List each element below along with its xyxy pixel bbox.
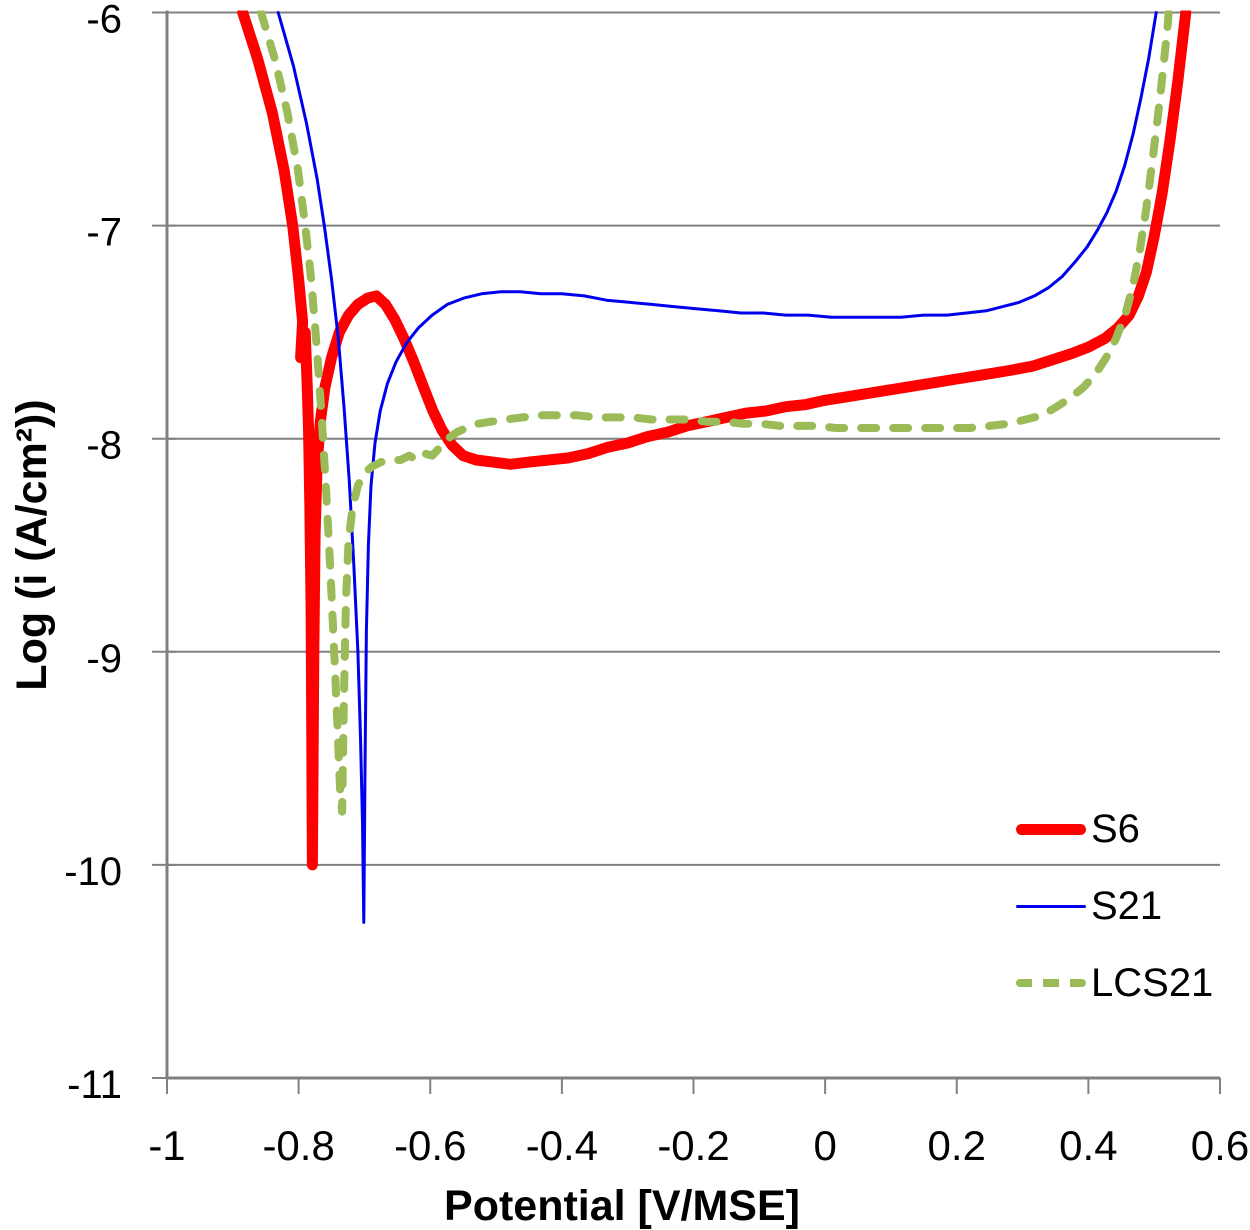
series-line-lcs21 xyxy=(257,10,1173,816)
series-line-s6 xyxy=(237,10,1192,871)
x-tick-label: 0.6 xyxy=(1191,1122,1249,1169)
x-tick-label: -0.2 xyxy=(657,1122,729,1169)
y-tick-label: -11 xyxy=(67,1063,122,1107)
x-tick-label: -1 xyxy=(148,1122,185,1169)
y-tick-label: -9 xyxy=(86,637,122,681)
legend-label-s6: S6 xyxy=(1091,807,1140,851)
series-line-s21 xyxy=(276,11,1158,924)
x-axis-title: Potential [V/MSE] xyxy=(444,1182,800,1230)
x-tick-label: -0.6 xyxy=(394,1122,466,1169)
y-tick-label: -10 xyxy=(64,850,122,894)
x-tick-label: 0.2 xyxy=(928,1122,986,1169)
x-tick-label: 0.4 xyxy=(1059,1122,1117,1169)
x-tick-label: -0.4 xyxy=(526,1122,598,1169)
legend-label-s21: S21 xyxy=(1091,884,1163,928)
lcs21-line-swatch xyxy=(1016,979,1086,987)
y-tick-label: -8 xyxy=(86,424,122,468)
x-tick-label: 0 xyxy=(813,1122,836,1169)
series-group xyxy=(237,10,1192,924)
y-axis-title: Log (i (A/cm²)) xyxy=(8,399,56,691)
y-tick-label: -7 xyxy=(86,211,122,255)
s6-line-swatch xyxy=(1016,823,1086,835)
legend-label-lcs21: LCS21 xyxy=(1091,961,1214,1005)
legend-item-s21: S21 xyxy=(1016,881,1162,931)
legend-item-lcs21: LCS21 xyxy=(1016,958,1213,1008)
y-tick-label: -6 xyxy=(86,0,122,42)
s21-line-swatch xyxy=(1016,904,1086,908)
legend-item-s6: S6 xyxy=(1016,804,1140,854)
x-tick-label: -0.8 xyxy=(262,1122,334,1169)
